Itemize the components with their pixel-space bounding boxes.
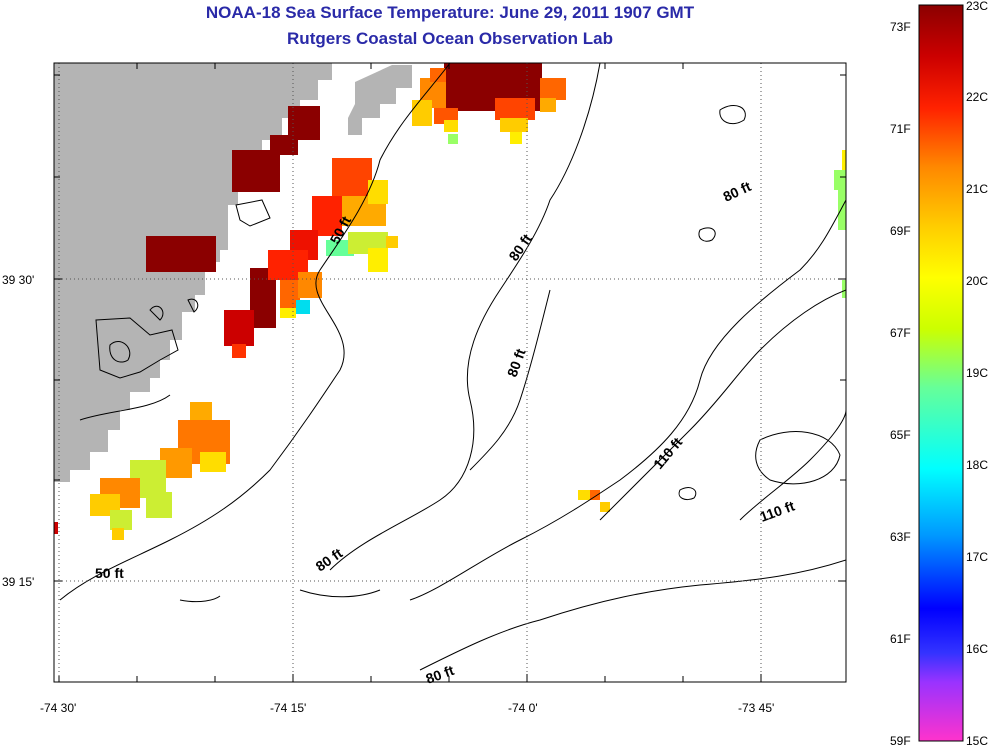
sst-map: 39 30' 39 15' -74 30' -74 15' -74 0' -73… xyxy=(0,0,860,754)
colorbar-f-label: 67F xyxy=(890,326,911,340)
colorbar-c-label: 17C xyxy=(966,550,988,564)
colorbar-f-label: 69F xyxy=(890,224,911,238)
lon-label-74-30: -74 30' xyxy=(40,701,76,715)
lat-label-39-30: 39 30' xyxy=(2,273,34,287)
colorbar-f-label: 59F xyxy=(890,734,911,748)
colorbar-c-label: 22C xyxy=(966,90,988,104)
colorbar-c-label: 15C xyxy=(966,734,988,748)
colorbar-c-label: 19C xyxy=(966,366,988,380)
colorbar-gradient xyxy=(919,5,963,741)
colorbar-c-label: 16C xyxy=(966,642,988,656)
lon-label-74-15: -74 15' xyxy=(270,701,306,715)
lon-label-73-45: -73 45' xyxy=(738,701,774,715)
colorbar-c-label: 18C xyxy=(966,458,988,472)
colorbar-c-label: 20C xyxy=(966,274,988,288)
colorbar-f-label: 65F xyxy=(890,428,911,442)
colorbar-c-label: 23C xyxy=(966,0,988,13)
lon-label-74-0: -74 0' xyxy=(508,701,538,715)
colorbar-c-label: 21C xyxy=(966,182,988,196)
contour-label-50ft-south: 50 ft xyxy=(95,565,124,581)
colorbar-f-label: 63F xyxy=(890,530,911,544)
colorbar-f-label: 61F xyxy=(890,632,911,646)
colorbar-f-label: 71F xyxy=(890,122,911,136)
lat-label-39-15: 39 15' xyxy=(2,575,34,589)
